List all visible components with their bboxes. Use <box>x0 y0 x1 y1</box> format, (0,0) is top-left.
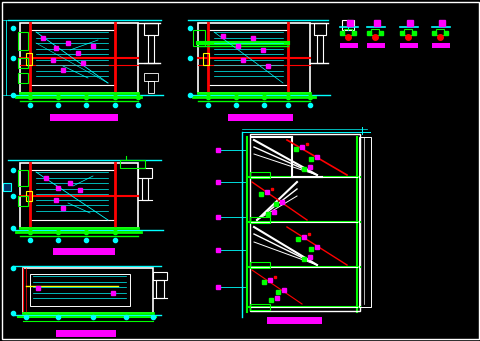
Bar <box>250 134 359 311</box>
Bar <box>20 23 138 93</box>
Bar <box>313 23 325 35</box>
Bar <box>207 30 288 85</box>
Bar <box>399 43 417 48</box>
Bar <box>142 178 148 200</box>
Bar <box>316 35 323 63</box>
Bar <box>431 43 449 48</box>
Bar <box>403 29 411 35</box>
Bar <box>370 29 378 35</box>
Bar <box>30 274 130 306</box>
Bar <box>144 23 157 35</box>
Bar <box>53 248 115 255</box>
Bar <box>343 29 351 35</box>
Bar <box>228 114 292 121</box>
Bar <box>148 35 154 63</box>
Bar <box>153 272 167 280</box>
Bar <box>250 172 269 178</box>
Bar <box>366 43 384 48</box>
Bar <box>144 73 157 81</box>
Bar <box>250 304 269 310</box>
Bar <box>250 262 269 268</box>
Bar <box>30 30 115 85</box>
Bar <box>138 168 152 178</box>
Bar <box>435 29 443 35</box>
Bar <box>26 53 32 65</box>
Bar <box>156 280 164 298</box>
Bar <box>56 330 116 337</box>
Bar <box>3 183 11 191</box>
Bar <box>50 114 118 121</box>
Bar <box>358 137 370 307</box>
Bar <box>203 53 209 65</box>
Bar <box>148 81 154 93</box>
Bar <box>26 191 32 201</box>
Bar <box>250 217 269 223</box>
Bar <box>18 73 28 83</box>
Bar <box>341 20 353 30</box>
Bar <box>18 170 28 186</box>
Bar <box>192 30 204 46</box>
Bar <box>23 268 153 313</box>
Bar <box>198 23 309 93</box>
Bar <box>20 163 138 228</box>
Bar <box>339 43 357 48</box>
Bar <box>18 58 28 68</box>
Bar <box>18 32 28 50</box>
Bar <box>120 160 144 168</box>
Bar <box>266 317 321 324</box>
Bar <box>30 170 115 220</box>
Bar <box>18 196 28 206</box>
